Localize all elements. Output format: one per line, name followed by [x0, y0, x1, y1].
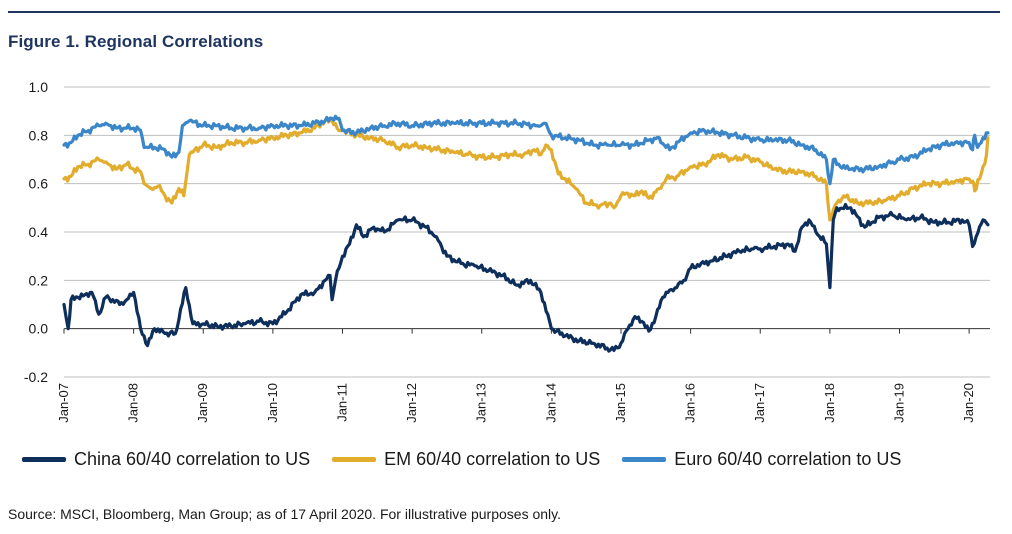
x-tick-label: Jan-16: [683, 383, 698, 423]
x-tick-label: Jan-07: [56, 383, 71, 423]
legend-label-euro: Euro 60/40 correlation to US: [674, 449, 901, 470]
series-line-euro: [64, 116, 988, 183]
x-tick-label: Jan-13: [474, 383, 489, 423]
x-tick-label: Jan-11: [334, 383, 349, 422]
x-tick-labels: Jan-07 Jan-08 Jan-09 Jan-10 Jan-11 Jan-12 Jan-…: [56, 383, 976, 423]
y-tick-label: 1.0: [29, 79, 49, 95]
y-tick-label: 0.6: [29, 176, 49, 192]
source-note: Source: MSCI, Bloomberg, Man Group; as o…: [8, 506, 561, 522]
x-tick-label: Jan-14: [543, 383, 558, 423]
legend-swatch-euro: [622, 457, 666, 462]
legend-item-euro: Euro 60/40 correlation to US: [622, 449, 901, 470]
legend: China 60/40 correlation to US EM 60/40 c…: [22, 449, 923, 470]
x-tick-label: Jan-09: [195, 383, 210, 423]
legend-swatch-em: [332, 457, 376, 462]
x-tick-label: Jan-12: [404, 383, 419, 423]
legend-label-china: China 60/40 correlation to US: [74, 449, 310, 470]
y-tick-label: 0.8: [29, 127, 49, 143]
axis-layer: [64, 329, 990, 334]
x-tick-label: Jan-10: [265, 383, 280, 423]
series-layer: [64, 116, 988, 351]
y-tick-label: 0.4: [29, 224, 49, 240]
y-tick-label: 0.2: [29, 272, 49, 288]
y-tick-labels: -0.2 0.0 0.2 0.4 0.6 0.8 1.0: [24, 79, 48, 385]
y-tick-label: -0.2: [24, 369, 48, 385]
x-tick-label: Jan-17: [752, 383, 767, 423]
x-tick-label: Jan-19: [891, 383, 906, 423]
legend-swatch-china: [22, 457, 66, 462]
x-tick-label: Jan-15: [613, 383, 628, 423]
y-tick-label: 0.0: [29, 321, 49, 337]
legend-item-china: China 60/40 correlation to US: [22, 449, 310, 470]
legend-label-em: EM 60/40 correlation to US: [384, 449, 600, 470]
x-tick-label: Jan-08: [126, 383, 141, 423]
x-tick-label: Jan-20: [961, 383, 976, 423]
legend-item-em: EM 60/40 correlation to US: [332, 449, 600, 470]
x-tick-label: Jan-18: [822, 383, 837, 423]
